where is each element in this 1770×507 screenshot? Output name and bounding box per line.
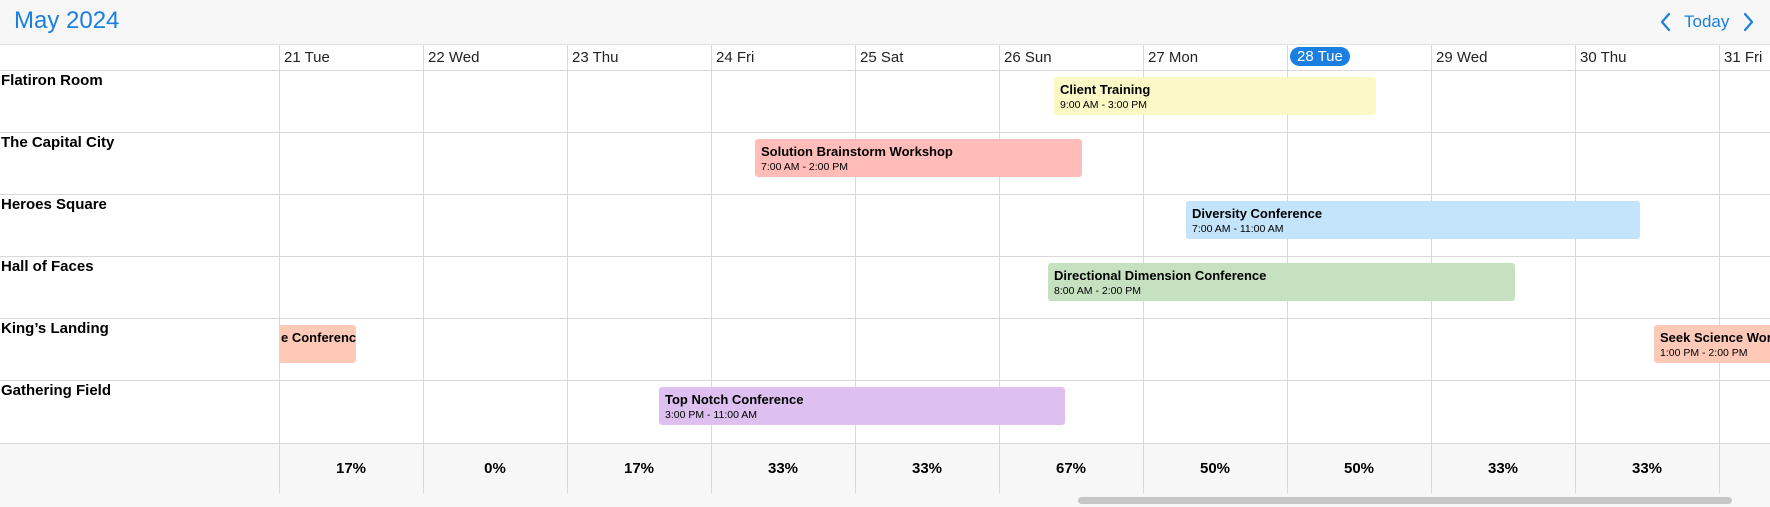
event-title: Client Training [1060, 82, 1151, 97]
day-header-22[interactable]: 22 Wed [428, 49, 480, 66]
resource-label-the-capital-city: The Capital City [1, 134, 115, 151]
column-divider [1287, 444, 1288, 494]
utilization-row: 17% 0% 17% 33% 33% 67% 50% 50% 33% 33% [0, 443, 1770, 494]
day-header-31[interactable]: 31 Fri [1724, 49, 1763, 66]
column-divider [1575, 444, 1576, 494]
column-divider [1143, 71, 1144, 443]
resource-label-flatiron-room: Flatiron Room [1, 72, 103, 89]
row-divider [0, 318, 1770, 319]
utilization-value: 17% [623, 460, 655, 477]
day-header-28-today[interactable]: 28 Tue [1290, 47, 1350, 66]
row-divider [0, 380, 1770, 381]
event-diversity-conference[interactable]: Diversity Conference 7:00 AM - 11:00 AM [1186, 201, 1640, 239]
day-header-26[interactable]: 26 Sun [1004, 49, 1052, 66]
column-divider [423, 71, 424, 443]
day-header-row: 21 Tue 22 Wed 23 Thu 24 Fri 25 Sat 26 Su… [0, 45, 1770, 71]
event-time: 3:00 PM - 11:00 AM [665, 409, 758, 421]
event-seek-science-workshop[interactable]: Seek Science Work 1:00 PM - 2:00 PM [1654, 325, 1770, 363]
utilization-value: 33% [911, 460, 943, 477]
utilization-value: 50% [1343, 460, 1375, 477]
day-header-30[interactable]: 30 Thu [1580, 49, 1627, 66]
day-header-23[interactable]: 23 Thu [572, 49, 619, 66]
row-divider [0, 194, 1770, 195]
chevron-right-icon[interactable] [1736, 9, 1760, 35]
event-title: Diversity Conference [1192, 206, 1323, 221]
column-divider [711, 71, 712, 443]
day-header-29[interactable]: 29 Wed [1436, 49, 1488, 66]
event-top-notch-conference[interactable]: Top Notch Conference 3:00 PM - 11:00 AM [659, 387, 1065, 425]
column-divider [855, 45, 856, 71]
column-divider [1431, 45, 1432, 71]
event-client-training[interactable]: Client Training 9:00 AM - 3:00 PM [1054, 77, 1376, 115]
column-divider [1719, 45, 1720, 71]
column-divider [279, 71, 280, 443]
chevron-left-icon[interactable] [1654, 9, 1678, 35]
resource-label-gathering-field: Gathering Field [1, 382, 112, 399]
utilization-value: 33% [1487, 460, 1519, 477]
event-title: Top Notch Conference [665, 392, 804, 407]
scrollbar-thumb[interactable] [1078, 497, 1732, 504]
event-directional-dimension-conference[interactable]: Directional Dimension Conference 8:00 AM… [1048, 263, 1515, 301]
column-divider [711, 45, 712, 71]
row-divider [0, 132, 1770, 133]
row-divider [0, 256, 1770, 257]
column-divider [567, 444, 568, 494]
horizontal-scrollbar[interactable] [0, 493, 1770, 507]
column-divider [279, 45, 280, 71]
column-divider [423, 444, 424, 494]
column-divider [1575, 71, 1576, 443]
event-title: Seek Science Work [1660, 330, 1770, 345]
column-divider [1719, 71, 1720, 443]
column-divider [423, 45, 424, 71]
column-divider [1287, 45, 1288, 71]
column-divider [855, 444, 856, 494]
timeline-grid[interactable]: Flatiron Room The Capital City Heroes Sq… [0, 71, 1770, 443]
event-time: 8:00 AM - 2:00 PM [1054, 285, 1141, 297]
utilization-value: 50% [1199, 460, 1231, 477]
resource-label-hall-of-faces: Hall of Faces [1, 258, 94, 275]
utilization-value: 0% [484, 460, 506, 477]
today-button[interactable]: Today [1684, 12, 1730, 31]
column-divider [567, 71, 568, 443]
column-divider [1575, 45, 1576, 71]
event-title: Directional Dimension Conference [1054, 268, 1267, 283]
utilization-value: 33% [1631, 460, 1663, 477]
utilization-value: 17% [335, 460, 367, 477]
resource-label-heroes-square: Heroes Square [1, 196, 107, 213]
column-divider [999, 45, 1000, 71]
utilization-value: 33% [767, 460, 799, 477]
event-solution-brainstorm-workshop[interactable]: Solution Brainstorm Workshop 7:00 AM - 2… [755, 139, 1082, 177]
column-divider [711, 444, 712, 494]
column-divider [999, 444, 1000, 494]
column-divider [999, 71, 1000, 443]
event-conference-truncated[interactable]: e Conference [279, 325, 356, 363]
event-time: 9:00 AM - 3:00 PM [1060, 99, 1147, 111]
column-divider [1287, 71, 1288, 443]
day-header-24[interactable]: 24 Fri [716, 49, 755, 66]
event-title: e Conference [281, 330, 356, 345]
utilization-value: 67% [1055, 460, 1087, 477]
column-divider [1431, 71, 1432, 443]
resource-label-kings-landing: King’s Landing [1, 320, 109, 337]
column-divider [1143, 45, 1144, 71]
column-divider [279, 444, 280, 494]
column-divider [1431, 444, 1432, 494]
event-time: 7:00 AM - 2:00 PM [761, 161, 848, 173]
column-divider [567, 45, 568, 71]
day-header-27[interactable]: 27 Mon [1148, 49, 1199, 66]
day-header-21[interactable]: 21 Tue [284, 49, 330, 66]
event-title: Solution Brainstorm Workshop [761, 144, 953, 159]
calendar-toolbar: May 2024 Today [0, 0, 1770, 45]
column-divider [1719, 444, 1720, 494]
month-title: May 2024 [14, 7, 120, 34]
day-header-25[interactable]: 25 Sat [860, 49, 904, 66]
event-time: 1:00 PM - 2:00 PM [1660, 347, 1748, 359]
column-divider [1143, 444, 1144, 494]
event-time: 7:00 AM - 11:00 AM [1192, 223, 1284, 235]
column-divider [855, 71, 856, 443]
